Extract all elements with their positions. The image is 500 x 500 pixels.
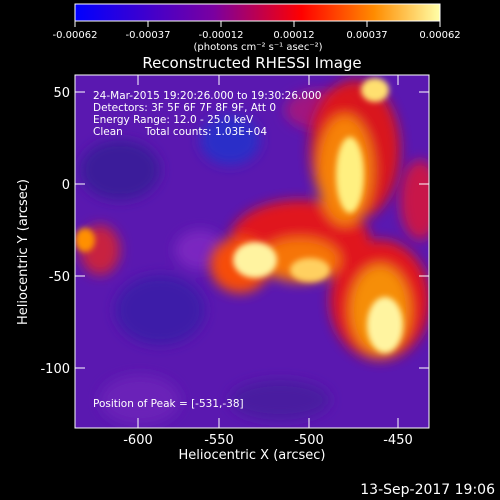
colorbar-tick-label: 0.00012 — [273, 30, 314, 41]
colorbar-ticks — [74, 21, 441, 27]
y-tick-label: -100 — [40, 362, 70, 377]
info-detectors: Detectors: 3F 5F 6F 7F 8F 9F, Att 0 — [93, 102, 276, 114]
y-axis-label: Heliocentric Y (arcsec) — [16, 179, 31, 325]
info-total-counts: Total counts: 1.03E+04 — [144, 126, 267, 138]
colorbar-tick-label: 0.00062 — [419, 30, 460, 41]
x-tick-label: -600 — [123, 433, 153, 448]
colorbar-tick-label: -0.00012 — [199, 30, 244, 41]
colorbar — [74, 3, 441, 22]
x-tick-label: -500 — [294, 433, 324, 448]
x-tick-label: -450 — [383, 433, 413, 448]
plot-title: Reconstructed RHESSI Image — [142, 54, 361, 72]
info-time-range: 24-Mar-2015 19:20:26.000 to 19:30:26.000 — [93, 90, 321, 102]
y-tick-label: -50 — [49, 270, 70, 285]
info-energy-range: Energy Range: 12.0 - 25.0 keV — [93, 114, 254, 126]
y-tick-label: 50 — [53, 86, 70, 101]
colorbar-tick-label: 0.00037 — [346, 30, 387, 41]
colorbar-unit-label: (photons cm⁻² s⁻¹ asec⁻²) — [193, 42, 322, 53]
footer-date: 13-Sep-2017 19:06 — [360, 482, 495, 498]
colorbar-tick-label: -0.00062 — [53, 30, 98, 41]
x-tick-label: -550 — [204, 433, 234, 448]
y-tick-label: 0 — [62, 178, 70, 193]
info-clean: Clean — [93, 126, 123, 138]
peak-position-label: Position of Peak = [-531,-38] — [93, 398, 244, 410]
rhessi-image — [75, 75, 429, 428]
plot-frame — [74, 74, 430, 429]
x-axis-label: Heliocentric X (arcsec) — [179, 448, 326, 463]
colorbar-tick-label: -0.00037 — [126, 30, 171, 41]
axis-ticks — [75, 75, 429, 428]
